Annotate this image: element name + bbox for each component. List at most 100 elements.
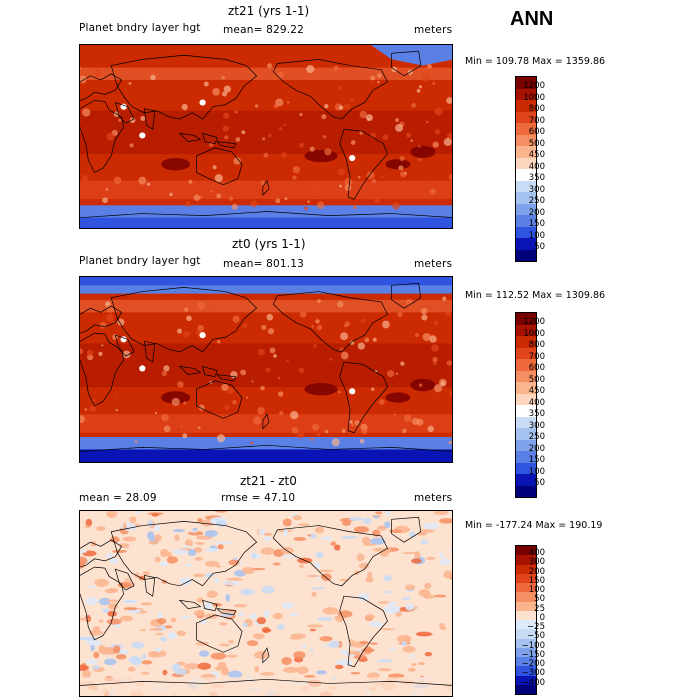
colorbar-swatch xyxy=(516,620,536,630)
colorbar-tick-label: 350 xyxy=(528,173,545,183)
colorbar-swatch xyxy=(516,77,536,89)
colorbar-swatch xyxy=(516,146,536,158)
colorbar-swatch xyxy=(516,336,536,348)
colorbar-swatch xyxy=(516,546,536,556)
panel2-min-max: Min = 112.52 Max = 1309.86 xyxy=(465,290,606,301)
colorbar-tick-label: 300 xyxy=(528,420,545,431)
colorbar-swatch xyxy=(516,474,536,486)
colorbar-swatch xyxy=(516,238,536,250)
colorbar-swatch xyxy=(516,324,536,336)
colorbar-tick-label: 1000 xyxy=(523,92,545,103)
colorbar-tick-label: 500 xyxy=(528,138,545,149)
colorbar-swatch xyxy=(516,657,536,667)
colorbar-tick-label: 200 xyxy=(528,443,545,454)
colorbar-tick-label: 600 xyxy=(528,363,545,373)
colorbar-tick-label: 50 xyxy=(534,594,545,605)
colorbar-tick-label: 800 xyxy=(528,340,545,350)
panel2-colorbar xyxy=(515,312,537,498)
panel3-map xyxy=(79,510,453,697)
panel2-variable-label: Planet bndry layer hgt xyxy=(79,255,201,267)
season-label: ANN xyxy=(510,8,554,30)
colorbar-tick-label: 350 xyxy=(528,409,545,419)
panel3-rmse-label: rmse = 47.10 xyxy=(221,492,296,504)
colorbar-swatch xyxy=(516,88,536,100)
colorbar-tick-label: 1200 xyxy=(523,317,545,327)
colorbar-swatch xyxy=(516,123,536,135)
panel1-title: zt21 (yrs 1-1) xyxy=(228,4,310,18)
panel1-colorbar xyxy=(515,76,537,262)
colorbar-swatch xyxy=(516,675,536,685)
panel3-colorbar-labels: 400 300 200 150 100 50 25 0 −25 −50 −100 −150 −200 −3… xyxy=(517,548,545,688)
colorbar-tick-label: 1000 xyxy=(523,328,545,339)
panel2-mean-label: mean= 801.13 xyxy=(223,258,305,270)
colorbar-swatch xyxy=(516,370,536,382)
panel2-colorbar-labels: 1200 1000 800 700 600 500 450 400 350 300 250 200 15… xyxy=(517,317,545,490)
colorbar-tick-label: −25 xyxy=(527,622,545,632)
colorbar-tick-label: 800 xyxy=(528,104,545,114)
panel2-map xyxy=(79,276,453,463)
colorbar-swatch xyxy=(516,638,536,648)
colorbar-swatch xyxy=(516,100,536,112)
colorbar-tick-label: 400 xyxy=(528,397,545,408)
colorbar-tick-label: −100 xyxy=(521,640,545,651)
colorbar-tick-label: 150 xyxy=(528,219,545,229)
colorbar-swatch xyxy=(516,684,536,694)
colorbar-swatch xyxy=(516,573,536,583)
colorbar-tick-label: 450 xyxy=(528,386,545,396)
colorbar-swatch xyxy=(516,169,536,181)
colorbar-swatch xyxy=(516,485,536,497)
colorbar-tick-label: 100 xyxy=(528,466,545,477)
colorbar-swatch xyxy=(516,249,536,261)
colorbar-tick-label: 300 xyxy=(528,557,545,568)
colorbar-swatch xyxy=(516,405,536,417)
colorbar-tick-label: 50 xyxy=(534,478,545,488)
colorbar-tick-label: 600 xyxy=(528,127,545,137)
colorbar-tick-label: −200 xyxy=(521,659,545,669)
colorbar-swatch xyxy=(516,111,536,123)
colorbar-swatch xyxy=(516,347,536,359)
colorbar-swatch xyxy=(516,359,536,371)
colorbar-tick-label: −50 xyxy=(527,631,545,642)
colorbar-swatch xyxy=(516,629,536,639)
colorbar-tick-label: 50 xyxy=(534,242,545,252)
colorbar-swatch xyxy=(516,393,536,405)
panel1-colorbar-labels: 1200 1000 800 700 600 500 450 400 350 300 250 200 15… xyxy=(517,81,545,254)
colorbar-tick-label: 1200 xyxy=(523,81,545,91)
colorbar-swatch xyxy=(516,610,536,620)
colorbar-swatch xyxy=(516,647,536,657)
colorbar-tick-label: 400 xyxy=(528,161,545,172)
colorbar-swatch xyxy=(516,134,536,146)
colorbar-swatch xyxy=(516,592,536,602)
colorbar-swatch xyxy=(516,451,536,463)
colorbar-tick-label: 200 xyxy=(528,566,545,577)
colorbar-tick-label: −150 xyxy=(521,649,545,660)
colorbar-tick-label: 250 xyxy=(528,432,545,442)
colorbar-tick-label: 500 xyxy=(528,374,545,385)
colorbar-tick-label: 25 xyxy=(534,603,545,614)
colorbar-swatch xyxy=(516,382,536,394)
panel2-title: zt0 (yrs 1-1) xyxy=(232,237,306,251)
colorbar-swatch xyxy=(516,601,536,611)
colorbar-tick-label: 200 xyxy=(528,207,545,218)
colorbar-tick-label: −400 xyxy=(521,677,545,688)
colorbar-swatch xyxy=(516,203,536,215)
colorbar-tick-label: 150 xyxy=(528,455,545,465)
colorbar-tick-label: −300 xyxy=(521,668,545,679)
colorbar-swatch xyxy=(516,192,536,204)
panel1-mean-label: mean= 829.22 xyxy=(223,24,305,36)
colorbar-tick-label: 0 xyxy=(539,612,545,623)
colorbar-swatch xyxy=(516,428,536,440)
panel3-mean-label: mean = 28.09 xyxy=(79,492,157,504)
colorbar-tick-label: 700 xyxy=(528,115,545,126)
colorbar-swatch xyxy=(516,555,536,565)
colorbar-tick-label: 300 xyxy=(528,184,545,195)
colorbar-swatch xyxy=(516,462,536,474)
panel2-units-label: meters xyxy=(414,258,453,270)
colorbar-swatch xyxy=(516,215,536,227)
panel3-title: zt21 - zt0 xyxy=(240,474,297,488)
colorbar-swatch xyxy=(516,564,536,574)
colorbar-swatch xyxy=(516,313,536,325)
panel1-variable-label: Planet bndry layer hgt xyxy=(79,22,201,34)
colorbar-tick-label: 400 xyxy=(528,548,545,558)
colorbar-swatch xyxy=(516,416,536,428)
